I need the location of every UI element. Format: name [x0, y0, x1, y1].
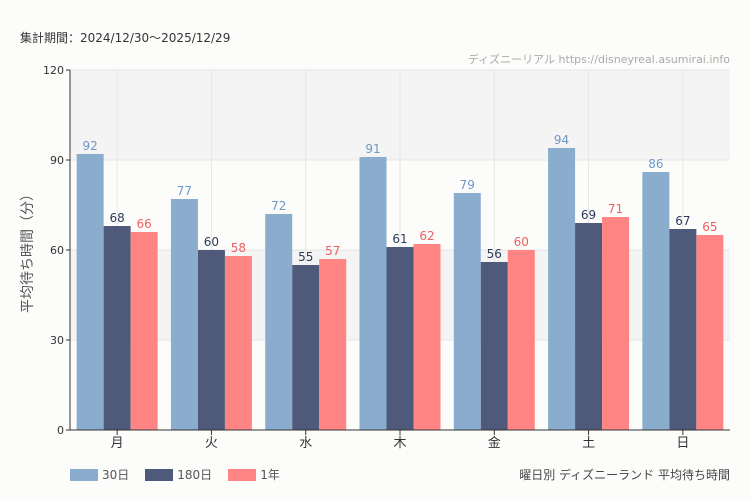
chart-caption: 曜日別 ディズニーランド 平均待ち時間: [519, 468, 730, 482]
data-label: 71: [608, 202, 623, 216]
data-label: 91: [365, 142, 380, 156]
legend-swatch: [70, 468, 98, 481]
bar: [480, 262, 508, 430]
x-tick-label: 木: [393, 436, 406, 451]
bar: [386, 247, 414, 430]
x-tick-label: 火: [205, 436, 218, 451]
bar: [103, 226, 131, 430]
bar: [575, 223, 603, 430]
bar: [197, 250, 225, 430]
x-tick-label: 水: [299, 436, 312, 451]
x-tick-label: 金: [488, 435, 501, 451]
bar: [669, 229, 697, 430]
legend-label: 1年: [260, 468, 280, 482]
legend: 30日 180日 1年: [70, 466, 280, 483]
credit-text: ディズニーリアル https://disneyreal.asumirai.inf…: [467, 53, 730, 66]
legend-item-1y[interactable]: 1年: [228, 466, 280, 483]
y-tick-label: 30: [50, 334, 64, 347]
legend-swatch: [228, 468, 257, 481]
bar: [170, 199, 198, 430]
bar: [265, 214, 293, 430]
data-label: 61: [392, 232, 407, 246]
bar: [696, 235, 724, 430]
data-label: 77: [177, 184, 192, 198]
legend-swatch: [145, 468, 174, 481]
data-label: 79: [460, 178, 475, 192]
data-label: 55: [298, 250, 313, 264]
bar: [453, 193, 481, 430]
bar: [319, 259, 347, 430]
data-label: 86: [648, 157, 663, 171]
data-label: 67: [675, 214, 690, 228]
x-tick-label: 土: [582, 436, 595, 451]
y-tick-label: 120: [43, 64, 64, 77]
data-label: 69: [581, 208, 596, 222]
bar: [507, 250, 535, 430]
data-label: 68: [110, 211, 125, 225]
period-label: 集計期間：2024/12/30〜2025/12/29: [20, 31, 231, 45]
x-tick-label: 月: [111, 436, 124, 451]
data-label: 72: [271, 199, 286, 213]
data-label: 92: [83, 139, 98, 153]
data-label: 60: [204, 235, 219, 249]
bar: [602, 217, 630, 430]
data-label: 57: [325, 244, 340, 258]
y-tick-label: 0: [57, 424, 64, 437]
bar: [413, 244, 441, 430]
y-tick-label: 60: [50, 244, 64, 257]
data-label: 65: [702, 220, 717, 234]
data-label: 94: [554, 133, 569, 147]
bar: [548, 148, 576, 430]
legend-label: 30日: [102, 468, 130, 482]
legend-item-180d[interactable]: 180日: [145, 466, 212, 483]
data-label: 56: [487, 247, 502, 261]
data-label: 62: [419, 229, 434, 243]
bar: [359, 157, 387, 430]
x-tick-label: 日: [676, 436, 689, 451]
bar: [292, 265, 320, 430]
y-tick-label: 90: [50, 154, 64, 167]
bar: [642, 172, 670, 430]
data-label: 60: [514, 235, 529, 249]
bar: [130, 232, 158, 430]
data-label: 66: [137, 217, 152, 231]
bar: [76, 154, 104, 430]
data-label: 58: [231, 241, 246, 255]
legend-item-30d[interactable]: 30日: [70, 466, 129, 483]
legend-label: 180日: [177, 468, 213, 482]
y-axis-label: 平均待ち時間（分）: [20, 187, 36, 313]
bar: [224, 256, 252, 430]
